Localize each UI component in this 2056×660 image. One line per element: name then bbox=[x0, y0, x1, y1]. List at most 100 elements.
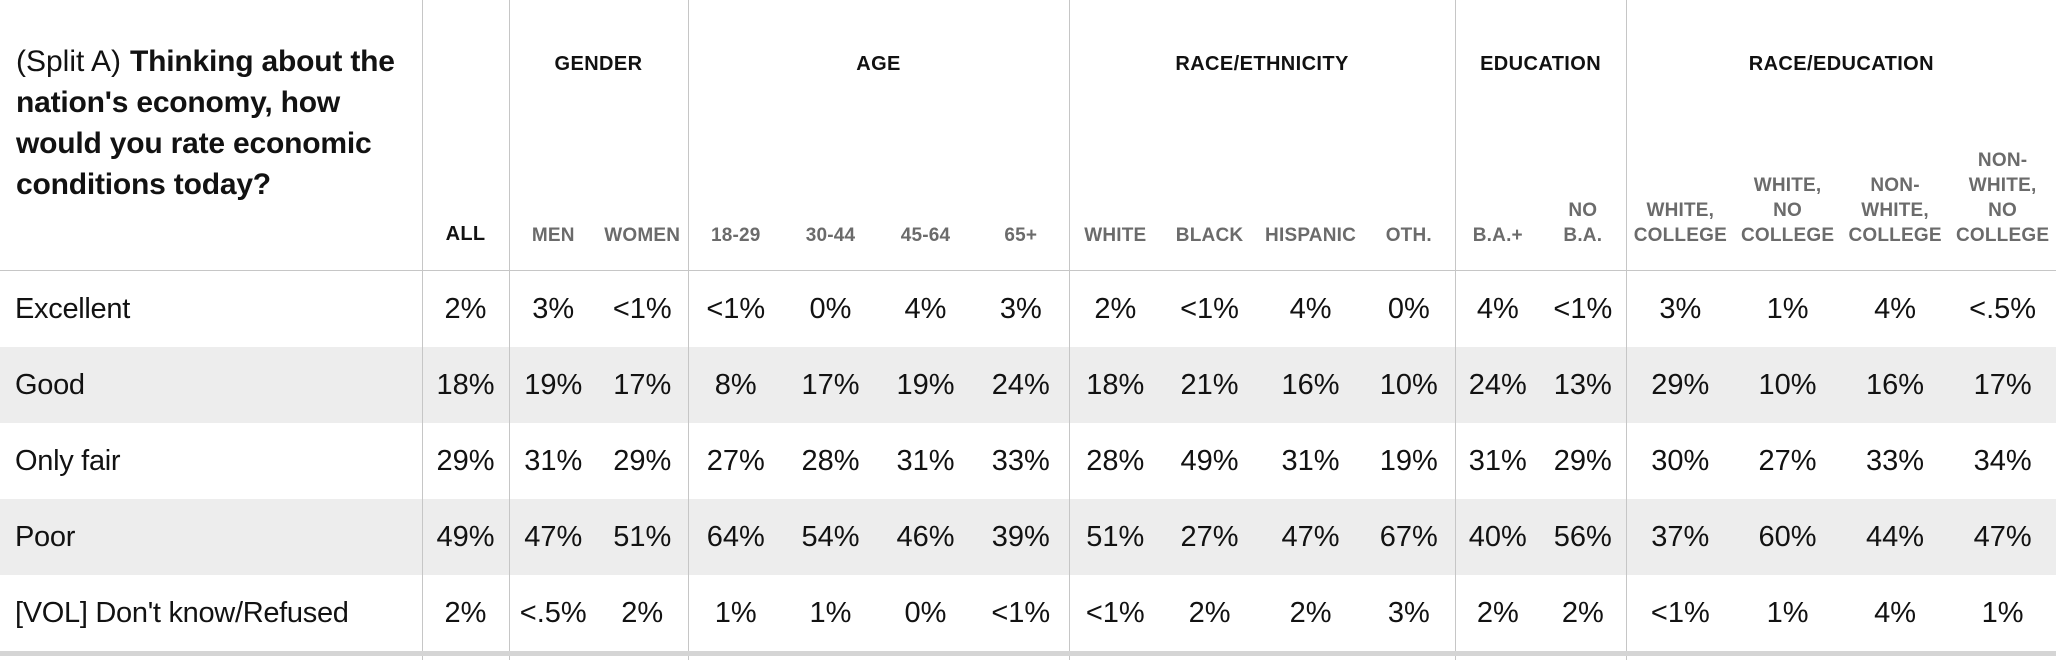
value-cell: 2% bbox=[1069, 271, 1161, 348]
value-cell: 27% bbox=[1734, 423, 1841, 499]
value-cell: 46% bbox=[878, 499, 973, 575]
value-cell: 39% bbox=[973, 499, 1069, 575]
value-cell: 3% bbox=[973, 271, 1069, 348]
col-header-ba-plus: B.A.+ bbox=[1455, 128, 1540, 271]
table-row-only-fair: Only fair 29% 31% 29% 27% 28% 31% 33% 28… bbox=[0, 423, 2056, 499]
divider-cell bbox=[422, 654, 509, 660]
value-cell: 27% bbox=[688, 423, 783, 499]
value-cell: <1% bbox=[1626, 575, 1734, 654]
value-cell: 1% bbox=[1734, 575, 1841, 654]
value-cell: 0% bbox=[878, 575, 973, 654]
value-cell: 51% bbox=[1069, 499, 1161, 575]
value-cell: 31% bbox=[878, 423, 973, 499]
row-label: Good bbox=[0, 347, 422, 423]
value-cell: 31% bbox=[1455, 423, 1540, 499]
value-cell: 1% bbox=[1734, 271, 1841, 348]
value-cell: 8% bbox=[688, 347, 783, 423]
value-cell: 64% bbox=[688, 499, 783, 575]
divider-cell bbox=[509, 654, 688, 660]
col-header-white-college: WHITE, COLLEGE bbox=[1626, 128, 1734, 271]
row-label: Only fair bbox=[0, 423, 422, 499]
value-cell: 28% bbox=[783, 423, 878, 499]
value-cell: 49% bbox=[422, 499, 509, 575]
value-cell: 2% bbox=[1455, 575, 1540, 654]
col-header-women: WOMEN bbox=[597, 128, 688, 271]
value-cell: 4% bbox=[1455, 271, 1540, 348]
value-cell: 47% bbox=[1258, 499, 1363, 575]
value-cell: 47% bbox=[1949, 499, 2056, 575]
value-cell: 27% bbox=[1161, 499, 1258, 575]
value-cell: 4% bbox=[878, 271, 973, 348]
value-cell: <1% bbox=[1540, 271, 1626, 348]
value-cell: 40% bbox=[1455, 499, 1540, 575]
value-cell: 24% bbox=[973, 347, 1069, 423]
table-row-excellent: Excellent 2% 3% <1% <1% 0% 4% 3% 2% <1% … bbox=[0, 271, 2056, 348]
value-cell: 17% bbox=[783, 347, 878, 423]
value-cell: 51% bbox=[597, 499, 688, 575]
value-cell: 17% bbox=[1949, 347, 2056, 423]
divider-cell bbox=[1626, 654, 2056, 660]
group-header-age: AGE bbox=[688, 0, 1069, 128]
value-cell: 19% bbox=[1363, 423, 1455, 499]
value-cell: 24% bbox=[1455, 347, 1540, 423]
value-cell: 56% bbox=[1540, 499, 1626, 575]
value-cell: 0% bbox=[1363, 271, 1455, 348]
table-row-dont-know-refused: [VOL] Don't know/Refused 2% <.5% 2% 1% 1… bbox=[0, 575, 2056, 654]
group-header-race-education: RACE/EDUCATION bbox=[1626, 0, 2056, 128]
value-cell: 47% bbox=[509, 499, 597, 575]
value-cell: <.5% bbox=[1949, 271, 2056, 348]
question-text: (Split A)Thinking about the nation's eco… bbox=[0, 0, 422, 271]
col-header-white-no-college: WHITE, NO COLLEGE bbox=[1734, 128, 1841, 271]
value-cell: 44% bbox=[1841, 499, 1949, 575]
value-cell: 2% bbox=[1258, 575, 1363, 654]
value-cell: 2% bbox=[1540, 575, 1626, 654]
value-cell: 10% bbox=[1734, 347, 1841, 423]
value-cell: <1% bbox=[973, 575, 1069, 654]
row-label: Excellent bbox=[0, 271, 422, 348]
col-header-no-ba: NO B.A. bbox=[1540, 128, 1626, 271]
value-cell: 34% bbox=[1949, 423, 2056, 499]
value-cell: 2% bbox=[422, 575, 509, 654]
value-cell: 3% bbox=[1626, 271, 1734, 348]
value-cell: 0% bbox=[783, 271, 878, 348]
next-section-divider bbox=[0, 654, 2056, 660]
value-cell: 21% bbox=[1161, 347, 1258, 423]
value-cell: <1% bbox=[1161, 271, 1258, 348]
divider-cell bbox=[0, 654, 422, 660]
value-cell: 28% bbox=[1069, 423, 1161, 499]
col-header-nonwhite-no-college: NON- WHITE, NO COLLEGE bbox=[1949, 128, 2056, 271]
col-header-white: WHITE bbox=[1069, 128, 1161, 271]
value-cell: 19% bbox=[878, 347, 973, 423]
value-cell: 29% bbox=[1540, 423, 1626, 499]
value-cell: 60% bbox=[1734, 499, 1841, 575]
table-row-poor: Poor 49% 47% 51% 64% 54% 46% 39% 51% 27%… bbox=[0, 499, 2056, 575]
col-header-65plus: 65+ bbox=[973, 128, 1069, 271]
value-cell: 3% bbox=[509, 271, 597, 348]
col-header-nonwhite-college: NON- WHITE, COLLEGE bbox=[1841, 128, 1949, 271]
value-cell: 3% bbox=[1363, 575, 1455, 654]
group-header-gender: GENDER bbox=[509, 0, 688, 128]
value-cell: 17% bbox=[597, 347, 688, 423]
question-prefix: (Split A) bbox=[16, 45, 121, 78]
value-cell: 1% bbox=[783, 575, 878, 654]
value-cell: 29% bbox=[1626, 347, 1734, 423]
divider-cell bbox=[688, 654, 1069, 660]
table-row-good: Good 18% 19% 17% 8% 17% 19% 24% 18% 21% … bbox=[0, 347, 2056, 423]
col-header-hispanic: HISPANIC bbox=[1258, 128, 1363, 271]
value-cell: 29% bbox=[422, 423, 509, 499]
divider-cell bbox=[1455, 654, 1626, 660]
value-cell: 33% bbox=[1841, 423, 1949, 499]
group-header-race-ethnicity: RACE/ETHNICITY bbox=[1069, 0, 1455, 128]
col-header-all: ALL bbox=[422, 0, 509, 271]
value-cell: 13% bbox=[1540, 347, 1626, 423]
value-cell: 19% bbox=[509, 347, 597, 423]
col-header-men: MEN bbox=[509, 128, 597, 271]
value-cell: <1% bbox=[1069, 575, 1161, 654]
value-cell: 54% bbox=[783, 499, 878, 575]
value-cell: 49% bbox=[1161, 423, 1258, 499]
value-cell: 16% bbox=[1258, 347, 1363, 423]
value-cell: <1% bbox=[688, 271, 783, 348]
group-header-education: EDUCATION bbox=[1455, 0, 1626, 128]
value-cell: 1% bbox=[1949, 575, 2056, 654]
value-cell: 33% bbox=[973, 423, 1069, 499]
